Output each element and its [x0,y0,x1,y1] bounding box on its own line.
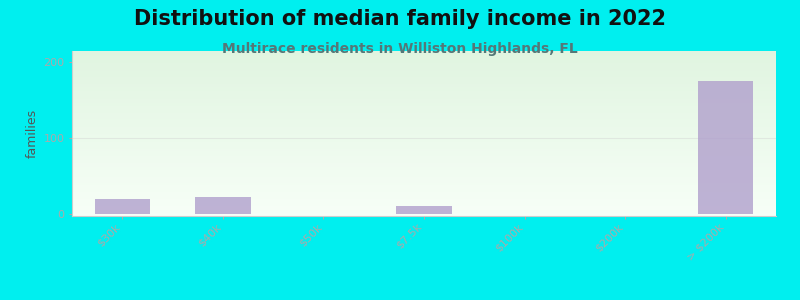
Bar [698,81,754,214]
Bar [195,197,250,214]
Y-axis label: families: families [26,109,39,158]
Text: Distribution of median family income in 2022: Distribution of median family income in … [134,9,666,29]
Bar [94,199,150,214]
Bar [396,206,452,214]
Text: Multirace residents in Williston Highlands, FL: Multirace residents in Williston Highlan… [222,42,578,56]
